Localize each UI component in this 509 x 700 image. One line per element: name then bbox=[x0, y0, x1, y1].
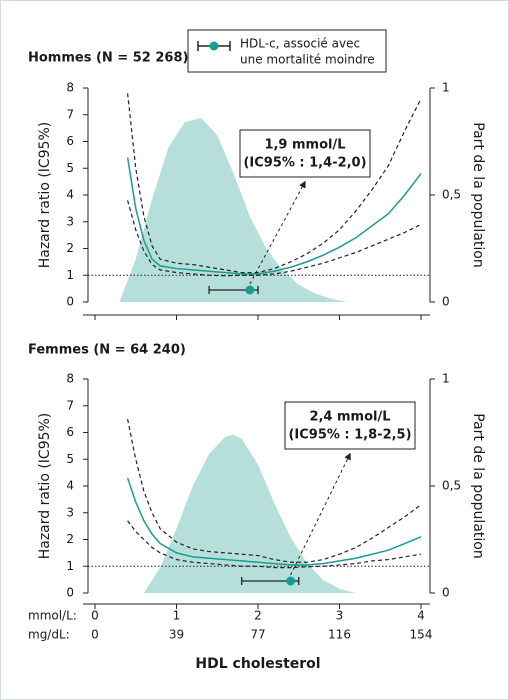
hr-line bbox=[126, 157, 422, 275]
y-tick-label: 3 bbox=[66, 505, 74, 519]
y-tick-label: 7 bbox=[66, 398, 74, 412]
y-tick-label: 8 bbox=[66, 372, 74, 386]
y-tick-label: 1 bbox=[66, 268, 74, 282]
y-tick-label: 0 bbox=[66, 586, 74, 600]
x-tick-label: 2 bbox=[254, 609, 262, 623]
x-tick-label: 1 bbox=[173, 609, 181, 623]
x-tick-label: 0 bbox=[91, 609, 99, 623]
annotation-box bbox=[284, 401, 416, 450]
annotation-text: (IC95% : 1,8-2,5) bbox=[288, 428, 411, 443]
x-tick-label: 3 bbox=[336, 609, 344, 623]
y2-tick-label: 0,5 bbox=[442, 479, 461, 493]
annotation-arrow bbox=[249, 180, 306, 285]
y-axis-title: Hazard ratio (IC95%) bbox=[37, 122, 53, 269]
ci-line bbox=[127, 93, 422, 274]
annotation-box bbox=[239, 129, 371, 178]
y2-axis-title: Part de la population bbox=[470, 122, 486, 267]
legend-text: HDL-c, associé avec bbox=[240, 37, 360, 51]
panel-title: Femmes (N = 64 240) bbox=[28, 343, 186, 358]
y-tick-label: 5 bbox=[66, 161, 74, 175]
population-density bbox=[143, 434, 356, 593]
y2-axis-title: Part de la population bbox=[470, 413, 486, 558]
y2-tick-label: 1 bbox=[442, 81, 450, 95]
optimum-dot bbox=[286, 576, 296, 586]
annotation-text: 1,9 mmol/L bbox=[264, 138, 345, 153]
y-tick-label: 6 bbox=[66, 134, 74, 148]
y2-tick-label: 0,5 bbox=[442, 188, 461, 202]
y-tick-label: 7 bbox=[66, 107, 74, 121]
legend-box bbox=[187, 29, 387, 73]
annotation-text: (IC95% : 1,4-2,0) bbox=[243, 156, 366, 171]
annotation-text: 2,4 mmol/L bbox=[309, 410, 390, 425]
x-tick-label: 77 bbox=[250, 628, 265, 642]
x-tick-label: 116 bbox=[328, 628, 351, 642]
y-tick-label: 3 bbox=[66, 214, 74, 228]
x-tick-label: 4 bbox=[417, 609, 425, 623]
hr-line bbox=[126, 477, 422, 566]
legend-dot bbox=[209, 41, 219, 51]
population-density bbox=[119, 117, 348, 303]
x-tick-label: 0 bbox=[91, 628, 99, 642]
y-tick-label: 1 bbox=[66, 559, 74, 573]
y-tick-label: 2 bbox=[66, 532, 74, 546]
x-tick-label: 39 bbox=[169, 628, 184, 642]
ci-line bbox=[127, 520, 422, 569]
y-tick-label: 2 bbox=[66, 241, 74, 255]
x-title: HDL cholesterol bbox=[195, 656, 320, 672]
panel-title: Hommes (N = 52 268) bbox=[28, 51, 188, 66]
y2-tick-label: 0 bbox=[442, 295, 450, 309]
y2-tick-label: 1 bbox=[442, 372, 450, 386]
x-tick-label: 154 bbox=[410, 628, 433, 642]
optimum-dot bbox=[245, 285, 255, 295]
y-axis-title: Hazard ratio (IC95%) bbox=[37, 413, 53, 560]
x-row-label: mmol/L: bbox=[28, 609, 77, 623]
y-tick-label: 0 bbox=[66, 295, 74, 309]
annotation-arrow bbox=[290, 452, 351, 576]
y-tick-label: 4 bbox=[66, 188, 74, 202]
y-tick-label: 6 bbox=[66, 425, 74, 439]
x-row-label: mg/dL: bbox=[28, 628, 70, 642]
ci-line bbox=[127, 419, 422, 563]
ci-line bbox=[127, 200, 422, 277]
y2-tick-label: 0 bbox=[442, 586, 450, 600]
y-tick-label: 8 bbox=[66, 81, 74, 95]
y-tick-label: 4 bbox=[66, 479, 74, 493]
y-tick-label: 5 bbox=[66, 452, 74, 466]
legend-text: une mortalité moindre bbox=[240, 53, 375, 67]
